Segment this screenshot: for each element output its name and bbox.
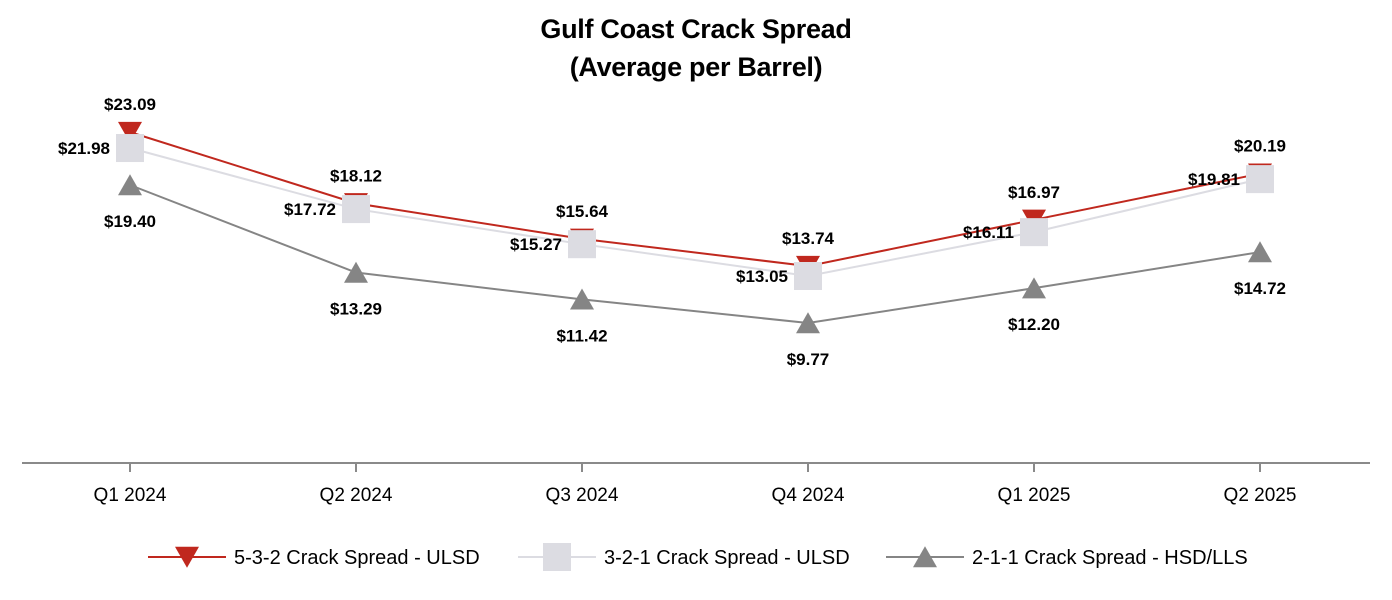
series-1-point-2 bbox=[568, 230, 596, 259]
series-2-point-4 bbox=[1022, 277, 1046, 299]
legend-marker-2 bbox=[913, 546, 937, 568]
chart-subtitle: (Average per Barrel) bbox=[569, 52, 823, 82]
series-2-label-4: $12.20 bbox=[1008, 315, 1060, 334]
series-2-label-5: $14.72 bbox=[1234, 279, 1286, 298]
series-1-label-2: $15.27 bbox=[510, 235, 562, 254]
series-1-point-1 bbox=[342, 195, 370, 224]
series-2-point-5 bbox=[1248, 241, 1272, 263]
series-0-label-2: $15.64 bbox=[556, 202, 609, 221]
series-2-label-0: $19.40 bbox=[104, 212, 156, 231]
series-2-point-1 bbox=[344, 261, 368, 283]
series-line-0 bbox=[129, 131, 1261, 268]
series-0-label-1: $18.12 bbox=[330, 166, 382, 185]
legend-label-2: 2-1-1 Crack Spread - HSD/LLS bbox=[972, 547, 1248, 569]
x-tick-label-4: Q1 2025 bbox=[998, 485, 1071, 506]
x-tick-label-0: Q1 2024 bbox=[94, 485, 167, 506]
series-1-point-5 bbox=[1246, 165, 1274, 194]
series-2-label-2: $11.42 bbox=[556, 326, 607, 345]
series-1-label-1: $17.72 bbox=[284, 200, 336, 219]
series-line-2 bbox=[129, 184, 1261, 325]
series-line-1 bbox=[129, 147, 1261, 278]
series-1-label-0: $21.98 bbox=[58, 139, 110, 158]
series-2-point-3 bbox=[796, 312, 820, 334]
x-tick-label-3: Q4 2024 bbox=[772, 485, 845, 506]
series-0-label-4: $16.97 bbox=[1008, 183, 1060, 202]
series-0-label-3: $13.74 bbox=[782, 229, 835, 248]
x-tick-label-2: Q3 2024 bbox=[546, 485, 619, 506]
series-1-label-4: $16.11 bbox=[963, 223, 1014, 242]
legend-label-1: 3-2-1 Crack Spread - ULSD bbox=[604, 547, 850, 569]
series-0-label-0: $23.09 bbox=[104, 95, 156, 114]
series-2-label-1: $13.29 bbox=[330, 300, 382, 319]
series-0-label-5: $20.19 bbox=[1234, 137, 1286, 156]
series-0-point-0 bbox=[118, 121, 142, 143]
series-1-label-3: $13.05 bbox=[736, 267, 788, 286]
series-2-point-0 bbox=[118, 174, 142, 196]
x-tick-label-5: Q2 2025 bbox=[1224, 485, 1297, 506]
legend-label-0: 5-3-2 Crack Spread - ULSD bbox=[234, 547, 480, 569]
x-tick-label-1: Q2 2024 bbox=[320, 485, 393, 506]
legend-marker-0 bbox=[175, 546, 199, 568]
series-1-point-0 bbox=[116, 134, 144, 163]
series-1-point-3 bbox=[794, 261, 822, 290]
series-2-point-2 bbox=[570, 288, 594, 310]
series-2-label-3: $9.77 bbox=[787, 350, 830, 369]
series-1-point-4 bbox=[1020, 218, 1048, 247]
series-1-label-5: $19.81 bbox=[1188, 170, 1240, 189]
chart-title: Gulf Coast Crack Spread bbox=[540, 14, 852, 44]
legend-marker-1 bbox=[543, 543, 571, 571]
